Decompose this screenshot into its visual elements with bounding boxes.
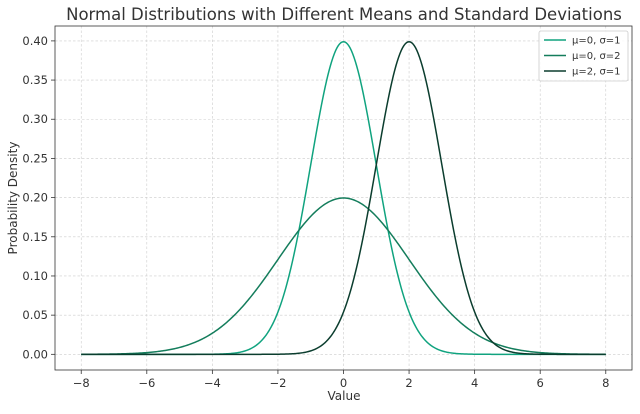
- series-line: [81, 40, 606, 356]
- legend: μ=0, σ=1 μ=0, σ=2 μ=2, σ=1: [538, 30, 629, 82]
- y-tick-label: 0.15: [22, 230, 48, 244]
- x-tick-label: −6: [138, 376, 155, 390]
- x-tick-label: −8: [73, 376, 90, 390]
- y-tick-label: 0.00: [22, 347, 48, 361]
- x-tick-label: 0: [340, 376, 347, 390]
- x-tick-label: 8: [602, 376, 609, 390]
- y-tick-label: 0.30: [22, 112, 48, 126]
- y-axis-label: Probability Density: [6, 142, 20, 255]
- x-tick-label: 6: [537, 376, 544, 390]
- x-tick-label: −4: [204, 376, 221, 390]
- legend-label: μ=0, σ=1: [572, 36, 621, 47]
- x-axis: −8 −6 −4 −2 0 2 4 6 8: [73, 370, 609, 390]
- x-axis-label: Value: [328, 389, 361, 403]
- series-line: [81, 197, 606, 356]
- x-tick-label: −2: [269, 376, 286, 390]
- y-tick-label: 0.25: [22, 151, 48, 165]
- legend-label: μ=0, σ=2: [572, 51, 621, 62]
- y-tick-label: 0.10: [22, 269, 48, 283]
- y-tick-label: 0.35: [22, 73, 48, 87]
- y-tick-label: 0.05: [22, 308, 48, 322]
- legend-box: [538, 30, 629, 82]
- legend-label: μ=2, σ=1: [572, 67, 621, 78]
- y-axis: 0.00 0.05 0.10 0.15 0.20 0.25 0.30 0.35 0.40: [22, 34, 55, 361]
- y-tick-label: 0.20: [22, 191, 48, 205]
- x-tick-label: 2: [405, 376, 412, 390]
- series-lines: [81, 40, 606, 356]
- chart-title: Normal Distributions with Different Mean…: [66, 5, 622, 24]
- y-tick-label: 0.40: [22, 34, 48, 48]
- x-tick-label: 4: [471, 376, 478, 390]
